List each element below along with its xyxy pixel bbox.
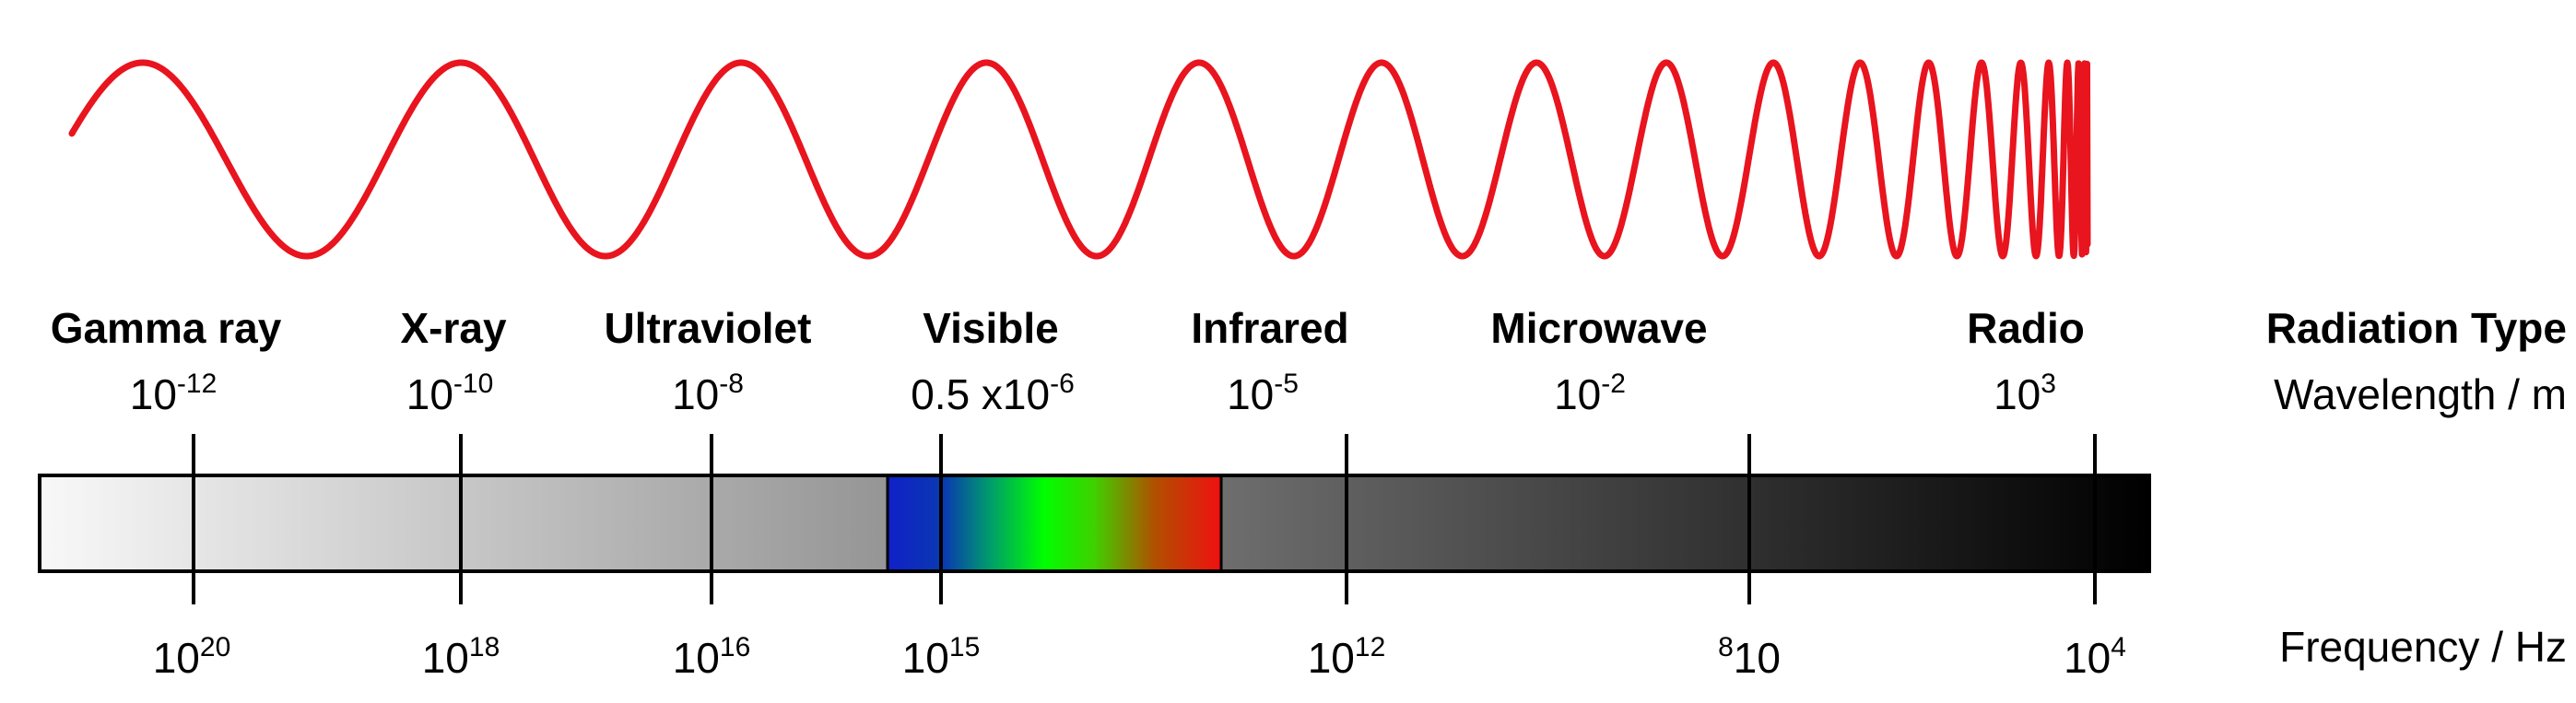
band-segment-visible [888,475,1221,571]
frequency-label: 1012 [1308,632,1386,682]
wavelength-label: 103 [1994,369,2056,418]
radiation-type-labels: Gamma ray X-ray Ultraviolet Visible Infr… [51,304,2567,352]
row-title-wavelength: Wavelength / m [2274,370,2567,418]
band-segment-long-wavelength [1221,475,2149,571]
wavelength-label: 10-5 [1227,369,1299,418]
wavelength-label: 10-12 [130,369,218,418]
band-segment-short-wavelength [40,475,888,571]
frequency-label: 1018 [422,632,500,682]
band-outline [38,474,2151,573]
frequency-label: 1015 [902,632,981,682]
band-ticks [192,434,2097,604]
wavelength-label: 0.5 x10-6 [911,369,1075,418]
type-label-visible: Visible [923,304,1058,352]
type-label-microwave: Microwave [1490,304,1707,352]
wavelength-label: 10-8 [672,369,744,418]
type-label-x-ray: X-ray [400,304,506,352]
type-label-gamma-ray: Gamma ray [51,304,282,352]
frequency-label: 1020 [153,632,231,682]
row-title-radiation-type: Radiation Type [2266,304,2567,352]
frequency-label: 1016 [673,632,751,682]
wavelength-label: 10-10 [406,369,494,418]
type-label-infrared: Infrared [1191,304,1348,352]
spectrum-band [38,474,2151,573]
frequency-labels: 1020 1018 1016 1015 1012 810 104 Frequen… [153,623,2567,682]
frequency-label: 810 [1718,632,1781,682]
wavelength-labels: 10-12 10-10 10-8 0.5 x10-6 10-5 10-2 103… [130,369,2567,418]
wavelength-label: 10-2 [1554,369,1626,418]
type-label-ultraviolet: Ultraviolet [605,304,812,352]
wave-illustration [68,59,2091,260]
row-title-frequency: Frequency / Hz [2279,623,2567,671]
type-label-radio: Radio [1967,304,2085,352]
frequency-label: 104 [2064,632,2126,682]
